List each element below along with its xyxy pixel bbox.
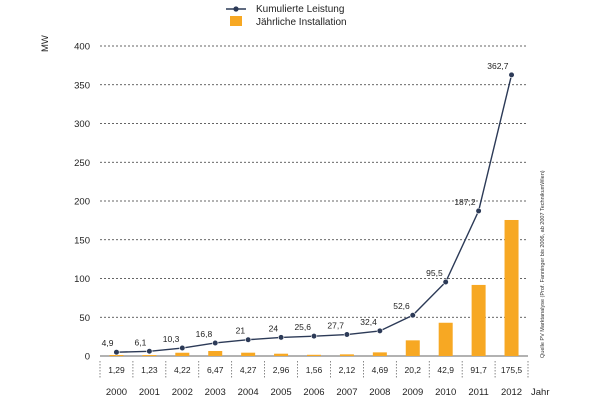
point-label-2002: 10,3 [163,334,180,344]
table-value-2000: 1,29 [108,365,125,375]
y-tick-label-400: 400 [74,42,90,53]
point-2004 [245,336,252,343]
value-table: 1,29 1,23 4,22 6,47 4,27 2,96 1,56 2,12 4,69 20,2… [99,361,529,398]
point-2001 [146,348,153,355]
x-tick-label-2006: 2006 [303,387,324,398]
bar-2004 [241,352,256,356]
x-axis-label: Jahr [531,387,549,398]
point-label-2003: 16,8 [196,329,213,339]
bar-2000 [109,355,124,356]
point-2012 [508,71,515,79]
table-value-2004: 4,27 [240,365,257,375]
line-series: 4,9 6,1 10,3 16,8 21 24 25,6 27,7 32,4 52,6 95,5 18… [102,61,515,356]
y-tick-label-50: 50 [79,313,90,324]
x-tick-label-2011: 2011 [468,387,488,398]
point-2008 [376,327,383,334]
y-tick-label-100: 100 [74,274,90,285]
cumulative-line [116,74,513,353]
table-value-2010: 42,9 [437,365,454,375]
table-value-2002: 4,22 [174,365,191,375]
table-value-2005: 2,96 [273,365,290,375]
y-tick-label-150: 150 [74,235,90,246]
point-label-2001: 6,1 [135,337,147,347]
point-2000 [113,349,120,356]
y-axis-label: MW [40,35,51,52]
point-2006 [310,333,318,340]
bar-2011 [471,284,486,356]
source-note: Quelle PV Marktanalyse (Prof. Fanninger … [540,170,546,358]
point-2010 [442,278,449,286]
x-tick-label-2007: 2007 [336,387,357,398]
bar-2002 [175,352,190,356]
bar-2005 [274,353,289,356]
point-label-2000: 4,9 [102,338,114,348]
table-value-2007: 2,12 [339,365,356,375]
y-tick-label-0: 0 [85,352,90,363]
table-value-2006: 1,56 [306,365,323,375]
legend-bar-swatch [230,16,242,26]
x-tick-label-2000: 2000 [106,387,127,398]
x-tick-label-2002: 2002 [172,387,193,398]
table-value-2001: 1,23 [141,365,158,375]
point-label-2010: 95,5 [426,268,443,278]
y-tick-label-300: 300 [74,119,90,130]
x-tick-label-2010: 2010 [435,387,456,398]
point-2003 [212,339,219,347]
legend: Kumulierte Leistung Jährliche Installati… [226,4,347,28]
point-2011 [475,207,482,215]
table-value-2012: 175,5 [501,365,523,375]
table-value-2003: 6,47 [207,365,224,375]
x-tick-label-2008: 2008 [369,387,390,398]
point-label-2004: 21 [236,326,246,336]
table-value-2009: 20,2 [404,365,421,375]
y-tick-label-250: 250 [74,158,90,169]
bar-2010 [438,322,453,356]
point-2007 [343,331,351,338]
table-value-2008: 4,69 [372,365,389,375]
point-label-2009: 52,6 [393,301,410,311]
point-2002 [179,344,186,352]
bars [109,219,519,356]
table-value-2011: 91,7 [470,365,487,375]
point-label-2005: 24 [269,323,279,333]
bar-2007 [339,354,354,356]
legend-line-label: Kumulierte Leistung [256,4,344,15]
bar-2006 [307,354,321,356]
x-tick-label-2009: 2009 [402,387,423,398]
x-tick-label-2005: 2005 [271,387,292,398]
bar-2001 [142,355,157,356]
point-label-2008: 32,4 [360,317,377,327]
y-tick-label-350: 350 [74,80,90,91]
point-label-2006: 25,6 [294,322,311,332]
bar-2012 [504,219,519,356]
x-tick-label-2003: 2003 [205,387,226,398]
x-tick-label-2001: 2001 [139,387,160,398]
point-label-2007: 27,7 [327,321,344,331]
point-2009 [409,312,416,319]
y-tick-label-200: 200 [74,197,90,208]
x-tick-label-2004: 2004 [238,387,259,398]
bar-2008 [372,352,387,356]
point-2005 [277,334,285,341]
bar-2003 [208,350,223,356]
bar-2009 [405,340,420,356]
point-label-2012: 362,7 [487,61,509,71]
legend-line-dot [233,6,239,12]
point-label-2011: 187,2 [454,197,476,207]
legend-bar-label: Jährliche Installation [256,17,347,28]
x-tick-label-2012: 2012 [501,387,522,398]
